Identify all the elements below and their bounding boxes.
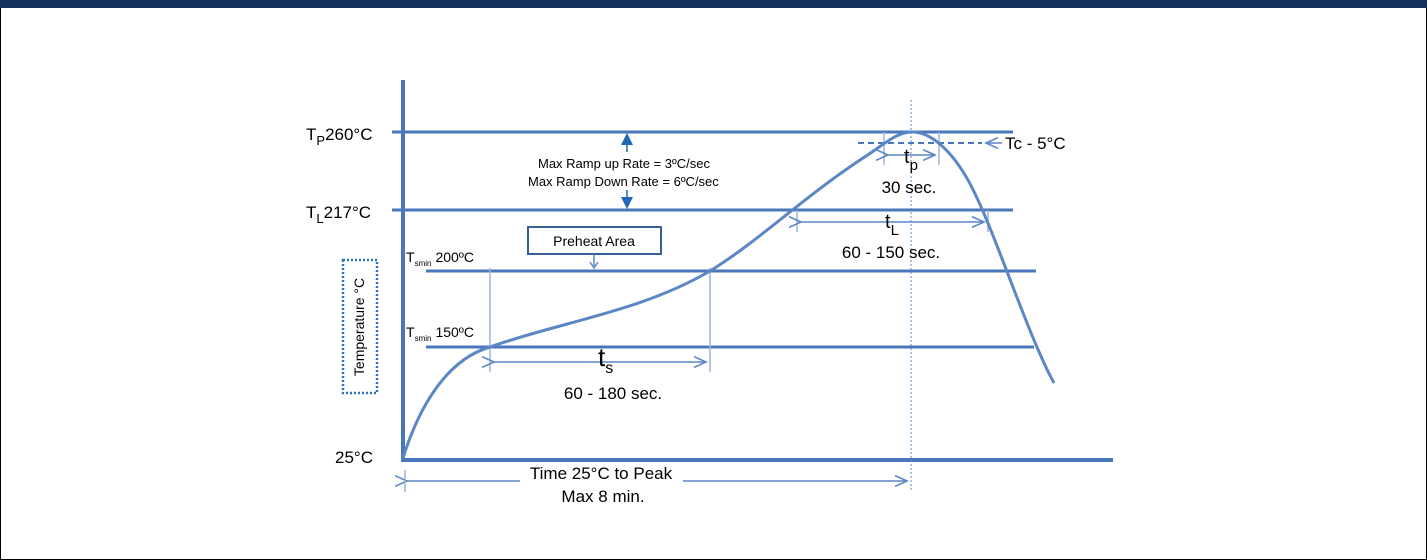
ramp-up-rate-text: Max Ramp up Rate = 3ºC/sec xyxy=(538,156,711,171)
reflow-curve xyxy=(401,130,1056,459)
tl-duration: 60 - 150 sec. xyxy=(842,243,940,262)
time-to-peak-max-label: Max 8 min. xyxy=(561,487,644,506)
ts-duration: 60 - 180 sec. xyxy=(564,384,662,403)
tl-level-label: TL217°C xyxy=(306,203,371,226)
preheat-area-box xyxy=(527,226,662,255)
tl-symbol: tL xyxy=(885,211,899,239)
top-bar xyxy=(0,0,1427,8)
tp-symbol: tp xyxy=(904,146,918,174)
tsmin-level-label: Tsmin 150ºC xyxy=(406,324,474,343)
tc-label: Tc - 5°C xyxy=(1005,134,1066,153)
tsmax-level-label: Tsmin 200ºC xyxy=(406,249,474,268)
preheat-pointer-head xyxy=(589,261,599,270)
time-to-peak-label: Time 25°C to Peak xyxy=(530,464,673,483)
ramp-down-rate-text: Max Ramp Down Rate = 6ºC/sec xyxy=(528,174,719,189)
temperature-axis-label: Temperature °C xyxy=(351,278,367,376)
ts-symbol: ts xyxy=(598,342,613,377)
base-temp-label: 25°C xyxy=(335,448,373,467)
temperature-label-box xyxy=(341,258,379,395)
tp-level-label: TP260°C xyxy=(306,125,373,148)
tp-duration: 30 sec. xyxy=(882,178,937,197)
preheat-area-label: Preheat Area xyxy=(553,233,635,249)
